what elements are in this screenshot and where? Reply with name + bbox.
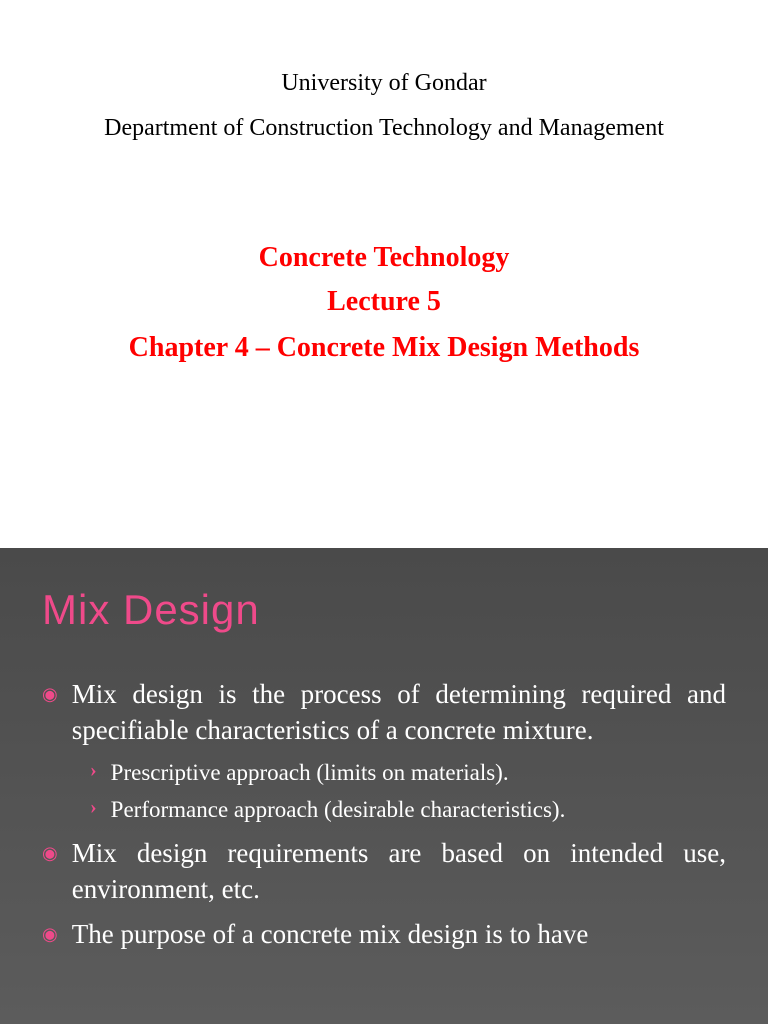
slide-title: Mix Design xyxy=(42,586,726,634)
lecture-number: Lecture 5 xyxy=(40,286,728,318)
slide-section: Mix Design ◉ Mix design is the process o… xyxy=(0,548,768,1024)
bullet-marker-icon: ◉ xyxy=(42,922,58,946)
bullet-item: ◉ Mix design is the process of determini… xyxy=(42,676,726,749)
bullet-marker-icon: ◉ xyxy=(42,682,58,706)
bullet-list: ◉ Mix design is the process of determini… xyxy=(42,676,726,952)
chapter-title: Chapter 4 – Concrete Mix Design Methods xyxy=(40,330,728,366)
university-name: University of Gondar xyxy=(40,70,728,97)
bullet-marker-icon: ◉ xyxy=(42,841,58,865)
sub-marker-icon: › xyxy=(90,794,97,821)
bullet-text: Mix design is the process of determining… xyxy=(72,676,726,749)
bullet-item: ◉ Mix design requirements are based on i… xyxy=(42,835,726,908)
sub-item: › Prescriptive approach (limits on mater… xyxy=(90,757,726,788)
bullet-text: The purpose of a concrete mix design is … xyxy=(72,916,726,952)
bullet-item: ◉ The purpose of a concrete mix design i… xyxy=(42,916,726,952)
sub-item: › Performance approach (desirable charac… xyxy=(90,794,726,825)
sub-list: › Prescriptive approach (limits on mater… xyxy=(90,757,726,825)
department-name: Department of Construction Technology an… xyxy=(40,115,728,142)
sub-marker-icon: › xyxy=(90,757,97,784)
sub-text: Performance approach (desirable characte… xyxy=(111,794,566,825)
bullet-text: Mix design requirements are based on int… xyxy=(72,835,726,908)
sub-text: Prescriptive approach (limits on materia… xyxy=(111,757,509,788)
course-title: Concrete Technology xyxy=(40,242,728,274)
document-header-section: University of Gondar Department of Const… xyxy=(0,0,768,548)
